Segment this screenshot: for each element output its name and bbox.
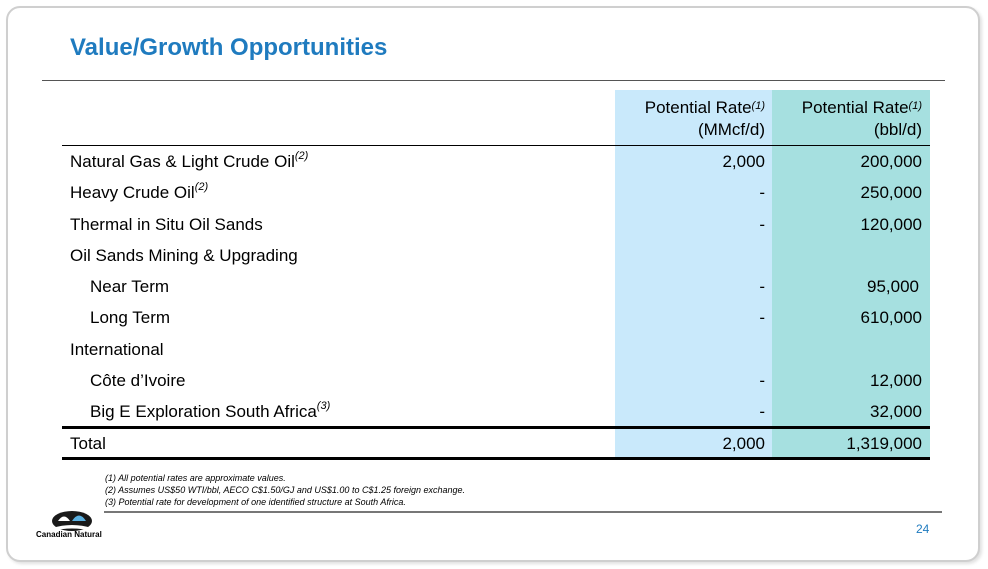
row-label: Heavy Crude Oil bbox=[70, 183, 195, 202]
column-mmcf-background bbox=[615, 90, 772, 457]
row-footnote: (2) bbox=[294, 150, 309, 162]
row-value-bbl: 95,000 bbox=[867, 277, 919, 296]
header-mmcf-footnote: (1) bbox=[751, 100, 765, 112]
header-mmcf: Potential Rate(1) (MMcf/d) bbox=[645, 97, 765, 141]
row-label: Natural Gas & Light Crude Oil bbox=[70, 152, 295, 171]
column-bbl-background bbox=[772, 90, 930, 457]
total-label: Total bbox=[70, 434, 106, 453]
table-row: Heavy Crude Oil(2) - 250,000 bbox=[0, 177, 988, 208]
row-value-bbl: 12,000 bbox=[870, 371, 922, 390]
table-row: Oil Sands Mining & Upgrading bbox=[0, 240, 988, 271]
table-row: Côte d’Ivoire - 12,000 bbox=[0, 365, 988, 396]
row-value-bbl: 32,000 bbox=[870, 402, 922, 421]
title-divider bbox=[42, 80, 945, 81]
canadian-natural-logo-icon bbox=[52, 511, 92, 531]
row-value-mmcf: - bbox=[759, 183, 765, 202]
footnote-3: (3) Potential rate for development of on… bbox=[105, 497, 406, 507]
header-bbl-unit: (bbl/d) bbox=[873, 120, 922, 139]
page-number: 24 bbox=[916, 522, 930, 536]
header-bbl-footnote: (1) bbox=[908, 100, 922, 112]
table-row: Natural Gas & Light Crude Oil(2) 2,000 2… bbox=[0, 146, 988, 177]
total-value-mmcf: 2,000 bbox=[722, 434, 765, 453]
table-row: Long Term - 610,000 bbox=[0, 302, 988, 333]
row-value-mmcf: - bbox=[759, 215, 765, 234]
total-row: Total 2,000 1,319,000 bbox=[0, 428, 988, 459]
table-row: International bbox=[0, 334, 988, 365]
header-bbl-title: Potential Rate bbox=[801, 98, 909, 117]
row-label: Thermal in Situ Oil Sands bbox=[70, 215, 263, 234]
row-value-mmcf: - bbox=[759, 277, 765, 296]
total-value-bbl: 1,319,000 bbox=[846, 434, 922, 453]
footnotes: (1) All potential rates are approximate … bbox=[105, 472, 465, 508]
row-value-bbl: 200,000 bbox=[860, 152, 922, 171]
row-label: Near Term bbox=[90, 277, 170, 296]
footnote-1: (1) All potential rates are approximate … bbox=[105, 473, 286, 483]
total-bottom-rule bbox=[62, 457, 930, 460]
table-row: Thermal in Situ Oil Sands - 120,000 bbox=[0, 209, 988, 240]
row-label: Long Term bbox=[90, 308, 171, 327]
row-label: International bbox=[70, 340, 164, 359]
total-top-rule bbox=[62, 426, 930, 429]
company-name: Canadian Natural bbox=[36, 530, 102, 539]
row-value-bbl: 610,000 bbox=[860, 308, 922, 327]
table-row: Big E Exploration South Africa(3) - 32,0… bbox=[0, 396, 988, 427]
row-label: Côte d’Ivoire bbox=[90, 371, 186, 390]
row-label: Big E Exploration South Africa bbox=[90, 402, 317, 421]
header-mmcf-unit: (MMcf/d) bbox=[697, 120, 765, 139]
footnote-2: (2) Assumes US$50 WTI/bbl, AECO C$1.50/G… bbox=[105, 485, 466, 495]
row-value-mmcf: 2,000 bbox=[722, 152, 765, 171]
row-value-mmcf: - bbox=[759, 371, 765, 390]
header-bbl: Potential Rate(1) (bbl/d) bbox=[802, 97, 922, 141]
row-value-mmcf: - bbox=[759, 402, 765, 421]
footer-divider bbox=[104, 511, 942, 513]
page-title: Value/Growth Opportunities bbox=[70, 34, 388, 61]
row-value-bbl: 120,000 bbox=[860, 215, 922, 234]
table-row: Near Term - 95,000 bbox=[0, 271, 988, 302]
header-rule bbox=[62, 145, 930, 146]
header-mmcf-title: Potential Rate bbox=[644, 98, 752, 117]
row-value-bbl: 250,000 bbox=[860, 183, 922, 202]
row-footnote: (2) bbox=[194, 181, 209, 193]
row-label: Oil Sands Mining & Upgrading bbox=[70, 246, 298, 265]
row-value-mmcf: - bbox=[759, 308, 765, 327]
row-footnote: (3) bbox=[316, 400, 331, 412]
